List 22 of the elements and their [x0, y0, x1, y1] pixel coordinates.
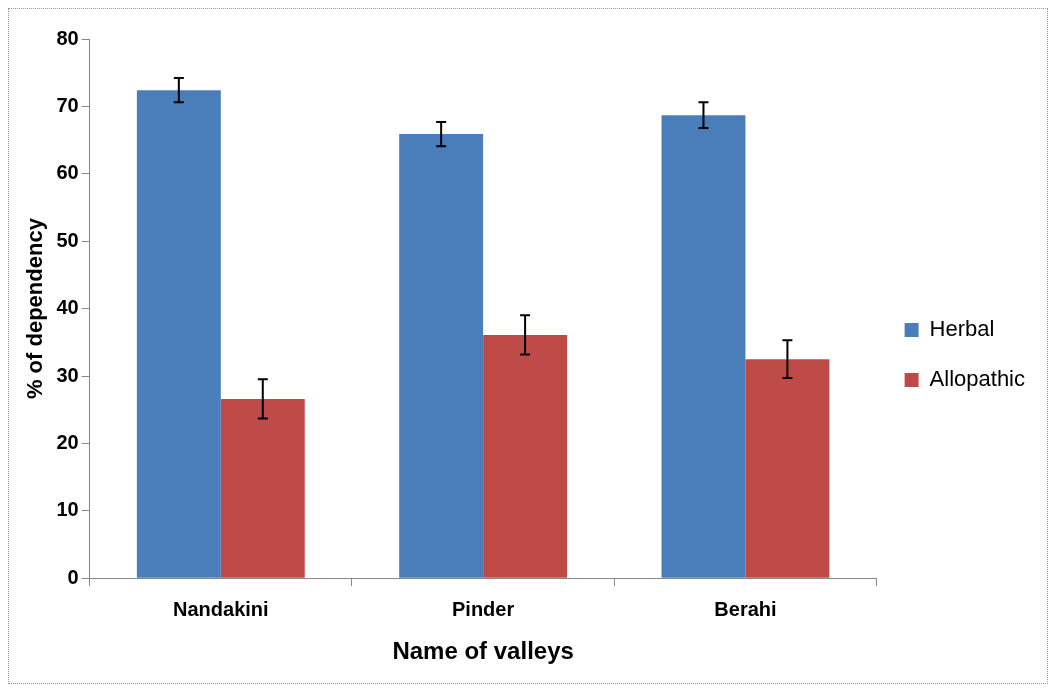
- bar: [661, 115, 746, 578]
- bar: [399, 134, 484, 578]
- bar: [745, 359, 830, 578]
- y-tick-label: 40: [56, 296, 79, 319]
- x-tick-label: Nandakini: [173, 597, 269, 620]
- y-tick-label: 70: [56, 93, 79, 116]
- y-tick-label: 20: [56, 430, 79, 453]
- y-tick-label: 60: [56, 161, 79, 184]
- y-tick-label: 50: [56, 228, 79, 251]
- legend-label: Allopathic: [929, 366, 1025, 392]
- bar: [220, 398, 305, 578]
- y-tick-label: 80: [56, 26, 79, 49]
- y-axis-title: % of dependency: [22, 217, 48, 400]
- x-tick-label: Berahi: [714, 597, 777, 620]
- x-tick-label: Pinder: [452, 597, 515, 620]
- y-tick-label: 10: [56, 498, 79, 521]
- y-tick-label: 30: [56, 363, 79, 386]
- bar: [136, 90, 221, 578]
- y-tick-label: 0: [67, 565, 79, 588]
- bar: [483, 334, 568, 578]
- x-axis-title: Name of valleys: [392, 637, 574, 665]
- legend-label: Herbal: [929, 316, 995, 342]
